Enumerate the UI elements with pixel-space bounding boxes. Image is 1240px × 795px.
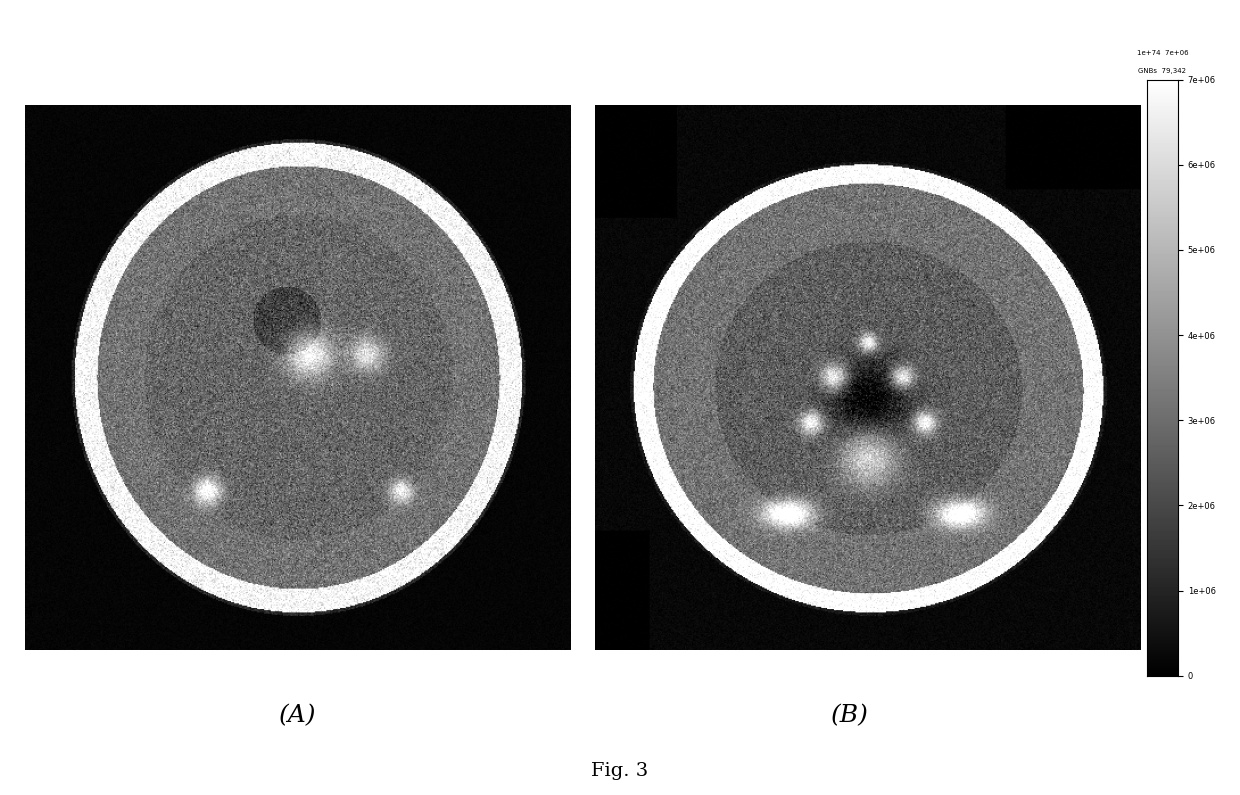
Text: 1e+74  7e+06: 1e+74 7e+06 bbox=[1137, 49, 1188, 56]
Text: (B): (B) bbox=[831, 704, 868, 727]
Text: GNBs  79,342: GNBs 79,342 bbox=[1138, 68, 1187, 74]
Text: (A): (A) bbox=[279, 704, 316, 727]
Text: Fig. 3: Fig. 3 bbox=[591, 762, 649, 780]
